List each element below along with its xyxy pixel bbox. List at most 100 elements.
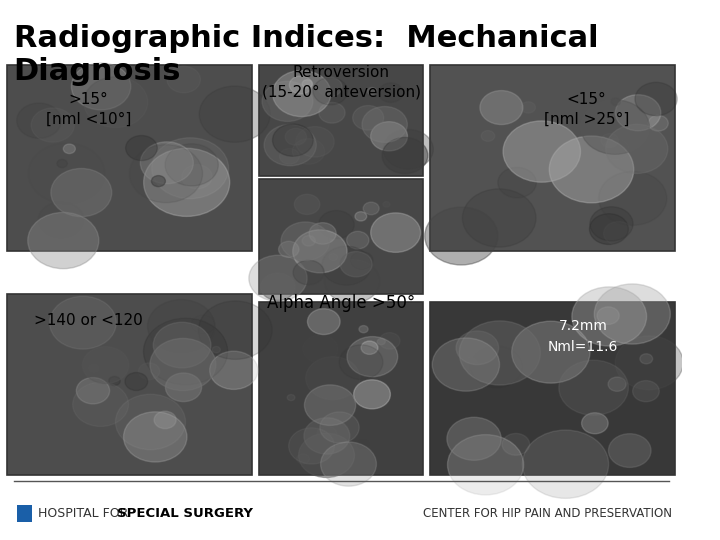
Circle shape	[447, 417, 501, 460]
Circle shape	[512, 321, 590, 383]
Circle shape	[167, 66, 200, 93]
Circle shape	[359, 326, 368, 333]
Circle shape	[470, 346, 523, 388]
Circle shape	[606, 124, 668, 173]
Circle shape	[261, 273, 295, 300]
Circle shape	[521, 102, 536, 113]
Circle shape	[379, 83, 403, 103]
Circle shape	[297, 454, 310, 464]
Circle shape	[279, 148, 300, 164]
FancyBboxPatch shape	[6, 294, 253, 475]
Circle shape	[594, 284, 670, 344]
Circle shape	[305, 385, 356, 426]
Circle shape	[480, 91, 523, 125]
FancyBboxPatch shape	[259, 65, 423, 176]
Circle shape	[191, 315, 215, 334]
Circle shape	[362, 106, 408, 143]
Circle shape	[633, 381, 660, 402]
Circle shape	[51, 168, 112, 217]
Circle shape	[199, 86, 270, 142]
Circle shape	[293, 260, 324, 285]
Circle shape	[279, 241, 299, 258]
Text: Alpha Angle >50°: Alpha Angle >50°	[267, 294, 415, 312]
Circle shape	[289, 76, 312, 94]
Circle shape	[329, 254, 338, 261]
Circle shape	[319, 103, 345, 123]
Circle shape	[143, 318, 228, 385]
FancyBboxPatch shape	[259, 179, 423, 294]
Text: Diagnosis: Diagnosis	[14, 57, 181, 86]
Circle shape	[383, 201, 390, 207]
Circle shape	[383, 130, 433, 169]
Circle shape	[608, 434, 651, 468]
Circle shape	[355, 212, 366, 221]
Circle shape	[165, 144, 218, 186]
Circle shape	[144, 148, 230, 217]
Circle shape	[456, 331, 499, 364]
Text: HOSPITAL FOR: HOSPITAL FOR	[37, 507, 136, 520]
Circle shape	[281, 222, 330, 260]
Circle shape	[302, 80, 312, 88]
Circle shape	[603, 139, 629, 160]
Circle shape	[590, 214, 629, 245]
Circle shape	[319, 211, 354, 239]
Circle shape	[363, 202, 379, 215]
Text: Radiographic Indices:  Mechanical: Radiographic Indices: Mechanical	[14, 24, 598, 53]
Circle shape	[640, 354, 652, 364]
Circle shape	[351, 252, 373, 269]
Circle shape	[608, 377, 626, 392]
FancyBboxPatch shape	[17, 505, 32, 522]
Circle shape	[648, 116, 668, 131]
Circle shape	[302, 235, 315, 246]
Circle shape	[262, 81, 312, 122]
Circle shape	[611, 98, 621, 105]
Circle shape	[210, 351, 258, 389]
Circle shape	[346, 231, 369, 249]
Circle shape	[273, 124, 313, 156]
Circle shape	[287, 395, 295, 401]
Circle shape	[353, 105, 384, 130]
Circle shape	[71, 63, 131, 110]
Circle shape	[320, 442, 377, 486]
Text: Nml=11.6: Nml=11.6	[548, 340, 618, 354]
Circle shape	[31, 108, 74, 142]
Circle shape	[598, 171, 667, 225]
Circle shape	[371, 213, 420, 252]
Circle shape	[89, 364, 99, 372]
Circle shape	[152, 138, 229, 199]
Circle shape	[361, 341, 378, 354]
Circle shape	[377, 339, 385, 345]
Circle shape	[199, 301, 272, 359]
Circle shape	[616, 94, 661, 131]
Text: Retroversion
(15-20° anteversion): Retroversion (15-20° anteversion)	[261, 65, 420, 99]
Circle shape	[306, 357, 360, 400]
Circle shape	[432, 338, 500, 391]
Circle shape	[153, 322, 211, 368]
Circle shape	[57, 159, 68, 167]
Circle shape	[273, 70, 331, 117]
Circle shape	[126, 136, 157, 160]
Circle shape	[503, 121, 580, 182]
Circle shape	[138, 363, 160, 380]
Circle shape	[502, 434, 530, 455]
Circle shape	[151, 176, 166, 187]
Circle shape	[340, 252, 372, 277]
Circle shape	[339, 345, 383, 380]
Circle shape	[615, 336, 683, 390]
Circle shape	[601, 133, 618, 147]
Text: CENTER FOR HIP PAIN AND PRESERVATION: CENTER FOR HIP PAIN AND PRESERVATION	[423, 507, 672, 520]
Circle shape	[212, 347, 220, 353]
Text: SPECIAL SURGERY: SPECIAL SURGERY	[117, 507, 253, 520]
Circle shape	[371, 122, 408, 151]
FancyBboxPatch shape	[430, 65, 675, 251]
Circle shape	[50, 296, 117, 349]
Circle shape	[325, 259, 380, 303]
Circle shape	[322, 246, 371, 285]
Circle shape	[84, 77, 148, 127]
Circle shape	[76, 377, 109, 404]
Circle shape	[481, 131, 495, 141]
Circle shape	[285, 129, 307, 145]
Circle shape	[73, 382, 128, 427]
Text: >140 or <120: >140 or <120	[35, 313, 143, 328]
Circle shape	[115, 394, 186, 450]
